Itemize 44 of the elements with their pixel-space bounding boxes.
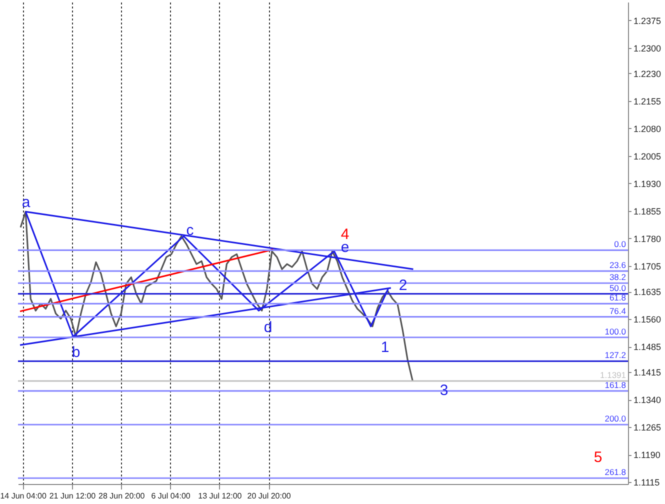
y-tick-label: 1.1485 bbox=[634, 342, 662, 352]
y-tick-label: 1.1780 bbox=[634, 234, 662, 244]
annotation: 76.4 bbox=[609, 306, 626, 316]
annotation: 5 bbox=[594, 449, 602, 466]
x-tick-label: 21 Jun 12:00 bbox=[49, 492, 96, 500]
y-tick-label: 1.1115 bbox=[634, 478, 660, 488]
annotation: 127.2 bbox=[604, 350, 626, 360]
annotation: 1 bbox=[380, 339, 390, 356]
x-tick-label: 20 Jul 20:00 bbox=[247, 492, 292, 500]
annotation: 200.0 bbox=[604, 414, 626, 424]
annotation: 161.8 bbox=[604, 380, 626, 390]
x-tick-label: 14 Jun 04:00 bbox=[0, 492, 47, 500]
y-tick-label: 1.1265 bbox=[634, 422, 662, 433]
y-tick-label: 1.2005 bbox=[634, 151, 662, 162]
annotation: 38.2 bbox=[609, 272, 626, 282]
annotation: b bbox=[72, 344, 80, 361]
y-tick-label: 1.1635 bbox=[634, 287, 662, 298]
x-tick-label: 6 Jul 04:00 bbox=[151, 492, 191, 500]
y-tick-label: 1.2155 bbox=[634, 96, 662, 106]
y-tick-label: 1.2300 bbox=[634, 43, 662, 54]
y-tick-label: 1.1415 bbox=[634, 368, 662, 378]
y-tick-label: 1.1190 bbox=[634, 450, 660, 460]
annotation: 23.6 bbox=[609, 260, 626, 270]
y-tick-label: 1.2080 bbox=[634, 124, 662, 134]
annotation: c bbox=[186, 222, 194, 239]
y-tick-label: 1.2230 bbox=[634, 68, 662, 79]
annotation: 2 bbox=[398, 277, 408, 294]
annotation: d bbox=[264, 319, 272, 336]
annotation: a bbox=[22, 194, 31, 211]
y-tick-label: 1.1560 bbox=[634, 314, 662, 325]
y-tick-label: 1.1855 bbox=[634, 206, 662, 216]
annotation: 61.8 bbox=[609, 292, 626, 303]
y-tick-label: 1.1930 bbox=[634, 178, 662, 189]
annotation: 3 bbox=[440, 382, 448, 399]
annotation: 100.0 bbox=[604, 326, 626, 336]
y-tick-label: 1.1340 bbox=[634, 395, 662, 406]
annotation: 0.0 bbox=[614, 239, 626, 250]
annotation: 261.8 bbox=[604, 467, 626, 478]
y-tick-label: 1.2375 bbox=[634, 16, 662, 26]
y-tick-label: 1.1705 bbox=[634, 261, 662, 272]
annotation: 50.0 bbox=[609, 282, 626, 293]
x-tick-label: 28 Jun 20:00 bbox=[98, 492, 146, 500]
ref-line-label: 1.1391 bbox=[600, 370, 626, 380]
x-tick-label: 13 Jul 12:00 bbox=[198, 492, 242, 500]
